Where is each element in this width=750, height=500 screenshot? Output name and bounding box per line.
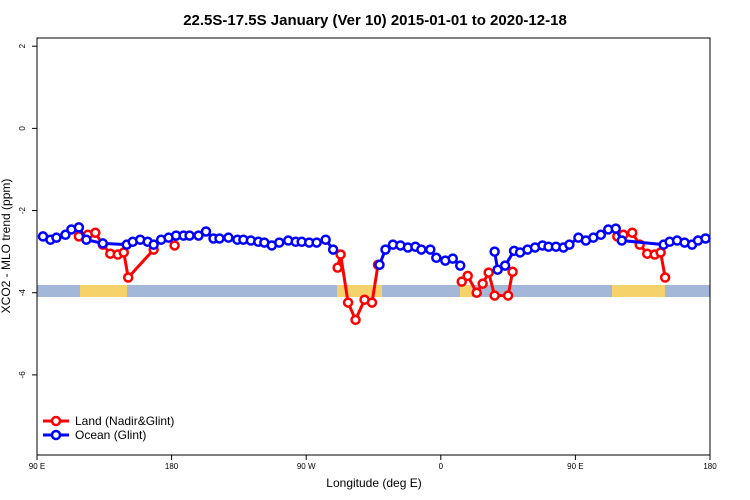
x-tick-label: 180	[165, 462, 179, 471]
point	[431, 252, 442, 264]
x-tick-label: 90 W	[297, 462, 316, 471]
point	[374, 259, 385, 271]
point	[454, 260, 466, 271]
point	[595, 229, 607, 241]
y-tick-label: 2	[18, 43, 27, 48]
point	[200, 226, 212, 237]
point	[73, 222, 85, 233]
point	[564, 239, 575, 250]
point	[499, 260, 511, 271]
x-tick-label: 90 E	[29, 462, 45, 471]
plot-frame	[36, 37, 711, 456]
point	[477, 278, 488, 289]
point	[447, 253, 459, 264]
point	[380, 244, 391, 255]
y-tick-label: 0	[18, 126, 27, 131]
point	[471, 287, 482, 298]
point	[462, 270, 473, 282]
y-tick-label: -2	[18, 206, 27, 214]
x-axis-label: Longitude (deg E)	[326, 476, 421, 490]
point	[184, 230, 195, 241]
point	[416, 244, 427, 255]
point	[507, 266, 518, 278]
point	[327, 244, 339, 255]
point	[223, 232, 234, 243]
point	[456, 276, 467, 287]
x-tick-label: 90 E	[567, 462, 583, 471]
point	[626, 227, 638, 238]
land-strip	[460, 285, 472, 297]
point	[311, 237, 322, 248]
y-tick-label: -4	[18, 289, 27, 297]
point	[502, 290, 514, 301]
point	[193, 230, 204, 241]
legend-marker	[50, 415, 62, 427]
legend-label: Land (Nadir&Glint)	[75, 414, 174, 428]
point	[492, 264, 503, 275]
point	[425, 244, 436, 255]
point	[659, 272, 671, 283]
point	[320, 234, 331, 245]
point	[616, 235, 628, 246]
point	[81, 234, 92, 245]
point	[169, 240, 180, 251]
point	[97, 238, 109, 249]
point	[342, 297, 354, 308]
y-tick-label: -6	[18, 371, 27, 379]
y-axis-label: XCO2 - MLO trend (ppm)	[0, 179, 13, 314]
point	[489, 290, 500, 301]
point	[274, 237, 285, 248]
land-strip	[612, 285, 665, 297]
chart-title: 22.5S-17.5S January (Ver 10) 2015-01-01 …	[183, 12, 567, 29]
legend-marker	[50, 429, 62, 441]
point	[700, 233, 711, 244]
point	[366, 297, 378, 308]
point	[51, 232, 62, 243]
point	[148, 239, 159, 250]
point	[214, 233, 225, 244]
point	[610, 223, 622, 234]
point	[489, 246, 500, 257]
point	[122, 272, 134, 283]
point	[90, 227, 101, 238]
x-tick-label: 180	[703, 462, 717, 471]
point	[483, 267, 494, 278]
point	[332, 262, 343, 273]
point	[350, 314, 361, 326]
x-tick-label: 0	[439, 462, 444, 471]
land-strip	[80, 285, 127, 297]
point	[335, 249, 346, 260]
legend-label: Ocean (Glint)	[75, 428, 146, 442]
